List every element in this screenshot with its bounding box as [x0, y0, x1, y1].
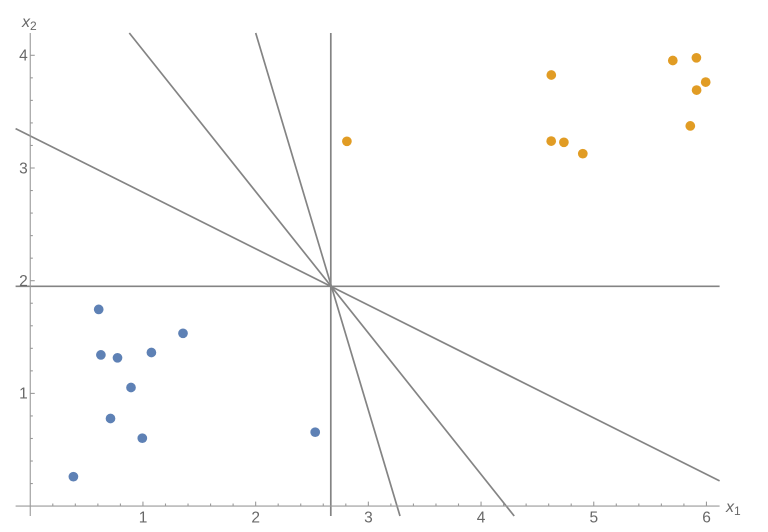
- svg-text:3: 3: [364, 510, 373, 527]
- svg-text:1: 1: [139, 510, 148, 527]
- svg-text:4: 4: [19, 48, 28, 65]
- svg-text:x1: x1: [725, 499, 741, 518]
- svg-text:6: 6: [702, 510, 711, 527]
- svg-text:x2: x2: [21, 14, 37, 33]
- svg-text:5: 5: [589, 510, 598, 527]
- svg-text:2: 2: [19, 273, 28, 290]
- svg-text:2: 2: [251, 510, 260, 527]
- svg-text:3: 3: [19, 160, 28, 177]
- svg-text:4: 4: [477, 510, 486, 527]
- svg-text:1: 1: [19, 386, 28, 403]
